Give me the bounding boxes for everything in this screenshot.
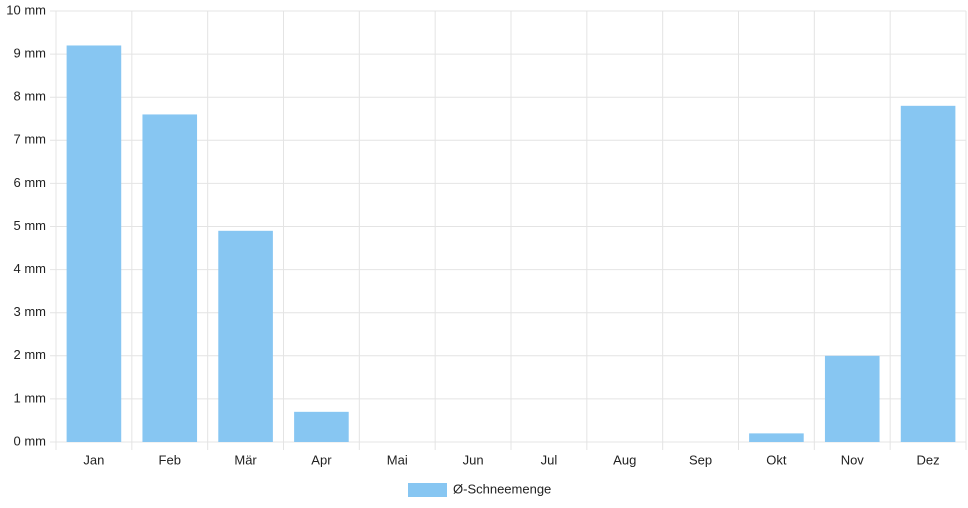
x-tick-label: Feb (159, 452, 181, 467)
y-tick-label: 8 mm (14, 89, 47, 104)
x-tick-label: Apr (311, 452, 332, 467)
bar (66, 45, 122, 442)
bar (749, 433, 804, 442)
x-tick-label: Sep (689, 452, 712, 467)
x-tick-label: Okt (766, 452, 787, 467)
y-tick-label: 2 mm (14, 347, 47, 362)
bar (824, 355, 880, 442)
y-tick-label: 9 mm (14, 46, 47, 61)
x-tick-label: Jun (463, 452, 484, 467)
x-tick-label: Aug (613, 452, 636, 467)
x-tick-label: Jul (541, 452, 558, 467)
y-tick-label: 5 mm (14, 218, 47, 233)
bar (218, 230, 273, 442)
x-tick-label: Jan (83, 452, 104, 467)
y-tick-label: 10 mm (6, 2, 46, 17)
bar (142, 114, 198, 442)
bar (900, 105, 956, 442)
y-tick-label: 7 mm (14, 132, 47, 147)
y-tick-label: 4 mm (14, 261, 47, 276)
legend-swatch (408, 483, 447, 497)
y-tick-label: 3 mm (14, 304, 47, 319)
x-tick-label: Mai (387, 452, 408, 467)
x-tick-label: Mär (234, 452, 257, 467)
y-tick-label: 0 mm (14, 433, 47, 448)
x-tick-label: Dez (917, 452, 940, 467)
y-tick-label: 6 mm (14, 175, 47, 190)
y-tick-label: 1 mm (14, 390, 47, 405)
bar (294, 411, 349, 442)
x-tick-label: Nov (841, 452, 865, 467)
legend-label: Ø-Schneemenge (453, 481, 551, 496)
